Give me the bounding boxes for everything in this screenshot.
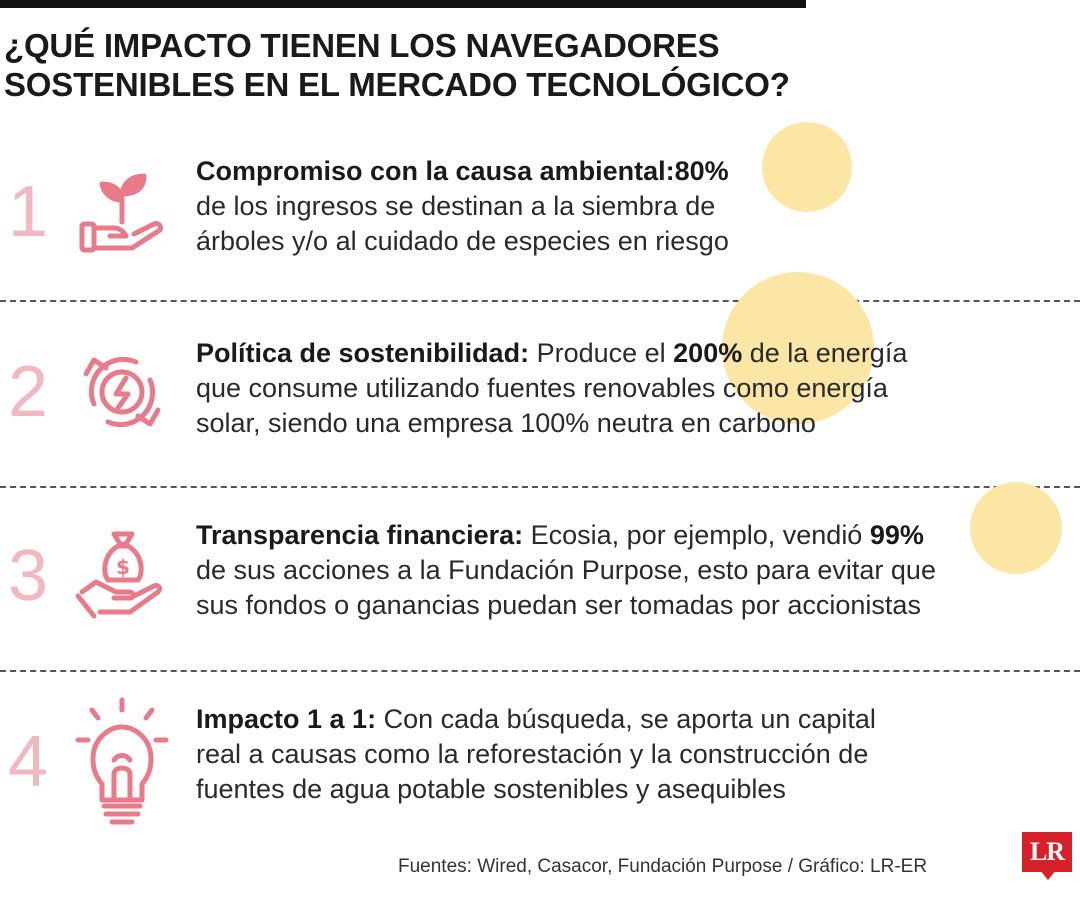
item-post: de la energía <box>742 338 908 368</box>
stat-highlight <box>762 122 852 212</box>
brand-logo-text: LR <box>1022 832 1072 872</box>
page-title: ¿Qué impacto tienen los navegadores sost… <box>4 26 1064 104</box>
dashed-divider <box>0 300 1080 302</box>
item-2: 2 Política de sostenibilidad: Produce el… <box>0 272 1080 480</box>
item-4: 4 Impacto 1 a 1: Con cada búsqueda, se a… <box>0 670 1080 850</box>
item-text: Política de sostenibilidad: Produce el 2… <box>196 336 1076 441</box>
item-pre: Produce el <box>529 338 674 368</box>
item-1: 1 Compromiso con la causa ambiental:80% … <box>0 120 1080 300</box>
item-line-3: solar, siendo una empresa 100% neutra en… <box>196 408 816 438</box>
item-line-3: árboles y/o al cuidado de especies en ri… <box>196 226 729 256</box>
money-bag-hand-icon: $ <box>74 526 170 622</box>
brand-logo: LR <box>1022 832 1072 880</box>
sources-credit: Fuentes: Wired, Casacor, Fundación Purpo… <box>398 856 928 877</box>
item-stat: 200% <box>673 338 743 368</box>
light-bulb-icon <box>74 696 170 832</box>
item-text: Impacto 1 a 1: Con cada búsqueda, se apo… <box>196 702 1076 807</box>
title-line-2: sostenibles en el mercado tecnológico? <box>4 66 790 103</box>
item-stat: 80% <box>674 156 729 186</box>
item-number: 4 <box>8 722 49 802</box>
item-pre: Con cada búsqueda, se aporta un capital <box>376 704 876 734</box>
item-text: Transparencia financiera: Ecosia, por ej… <box>196 518 1076 623</box>
item-line-2: de sus acciones a la Fundación Purpose, … <box>196 555 936 585</box>
title-line-1: ¿Qué impacto tienen los navegadores <box>4 27 720 64</box>
stat-highlight <box>722 272 874 424</box>
item-line-3: sus fondos o ganancias puedan ser tomada… <box>196 590 921 620</box>
item-line-2: real a causas como la reforestación y la… <box>196 739 869 769</box>
item-line-2: que consume utilizando fuentes renovable… <box>196 373 888 403</box>
item-line-1: Compromiso con la causa ambiental:80% <box>196 154 1076 189</box>
item-number: 2 <box>8 352 49 432</box>
item-number: 3 <box>8 536 49 616</box>
item-heading: Compromiso con la causa ambiental: <box>196 156 675 186</box>
item-3: 3 $ Transparencia financiera: Ecosia, po… <box>0 482 1080 666</box>
item-pre: Ecosia, por ejemplo, vendió <box>523 520 870 550</box>
item-heading: Política de sostenibilidad: <box>196 338 530 368</box>
brand-logo-tail <box>1040 870 1056 880</box>
item-text: Compromiso con la causa ambiental:80% de… <box>196 154 1076 259</box>
item-number: 1 <box>8 172 49 252</box>
dashed-divider <box>0 670 1080 672</box>
item-line-1: Impacto 1 a 1: Con cada búsqueda, se apo… <box>196 702 1076 737</box>
item-heading: Impacto 1 a 1: <box>196 704 377 734</box>
svg-text:$: $ <box>116 555 130 579</box>
item-heading: Transparencia financiera: <box>196 520 524 550</box>
item-line-3: fuentes de agua potable sostenibles y as… <box>196 774 786 804</box>
stat-highlight <box>970 482 1062 574</box>
item-line-1: Política de sostenibilidad: Produce el 2… <box>196 336 1076 371</box>
dashed-divider <box>0 486 1080 488</box>
renewable-energy-icon <box>74 344 170 440</box>
item-stat: 99% <box>869 520 924 550</box>
top-bar <box>0 0 806 8</box>
plant-in-hand-icon <box>74 164 170 260</box>
item-line-2: de los ingresos se destinan a la siembra… <box>196 191 716 221</box>
item-line-1: Transparencia financiera: Ecosia, por ej… <box>196 518 1076 553</box>
